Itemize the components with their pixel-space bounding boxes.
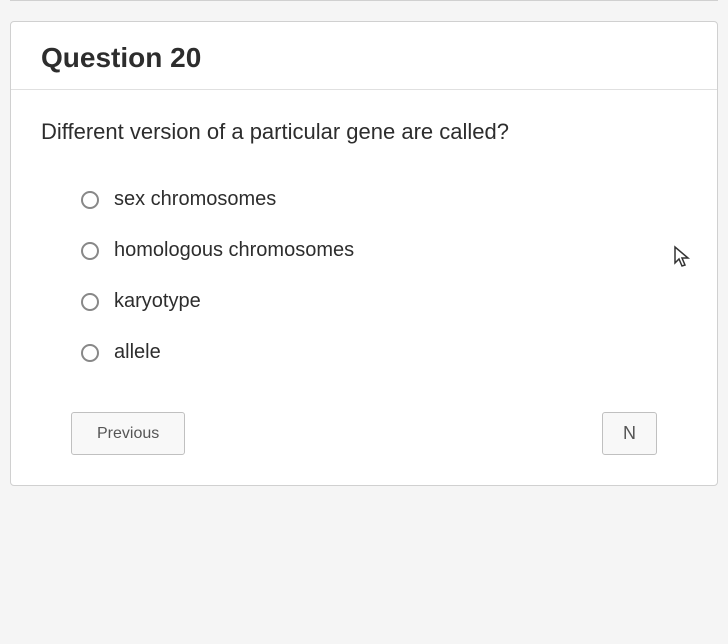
question-card: Question 20 Different version of a parti… (10, 21, 718, 486)
question-number: Question 20 (41, 42, 687, 74)
radio-icon (81, 242, 99, 260)
answer-label: sex chromosomes (114, 188, 276, 211)
answer-option-karyotype[interactable]: karyotype (81, 290, 687, 313)
next-button[interactable]: N (602, 412, 657, 455)
answer-label: allele (114, 341, 161, 364)
answer-options-group: sex chromosomes homologous chromosomes k… (41, 188, 687, 364)
answer-option-sex-chromosomes[interactable]: sex chromosomes (81, 188, 687, 211)
answer-option-allele[interactable]: allele (81, 341, 687, 364)
top-divider (10, 0, 718, 1)
navigation-buttons: Previous N (41, 392, 687, 455)
previous-button[interactable]: Previous (71, 412, 185, 455)
radio-icon (81, 191, 99, 209)
question-header: Question 20 (11, 22, 717, 90)
question-text: Different version of a particular gene a… (41, 115, 687, 148)
question-body: Different version of a particular gene a… (11, 90, 717, 485)
answer-label: karyotype (114, 290, 201, 313)
answer-label: homologous chromosomes (114, 239, 354, 262)
answer-option-homologous-chromosomes[interactable]: homologous chromosomes (81, 239, 687, 262)
radio-icon (81, 293, 99, 311)
radio-icon (81, 344, 99, 362)
